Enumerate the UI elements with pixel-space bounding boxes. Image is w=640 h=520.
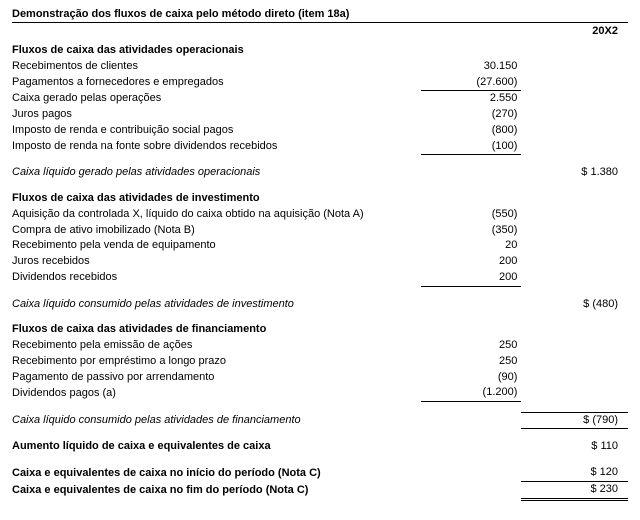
fin-row-label: Recebimento pela emissão de ações: [12, 338, 421, 354]
net-increase-label: Aumento líquido de caixa e equivalentes …: [12, 439, 421, 455]
inv-row-value: (350): [421, 223, 521, 239]
fin-subtotal-label: Caixa líquido consumido pelas atividades…: [12, 412, 421, 429]
net-increase-value: $ 110: [521, 439, 628, 455]
op-row-label: Imposto de renda e contribuição social p…: [12, 123, 421, 139]
op-row-value: 30.150: [421, 59, 521, 75]
op-row-label: Pagamentos a fornecedores e empregados: [12, 75, 421, 91]
op-row-label: Imposto de renda na fonte sobre dividend…: [12, 139, 421, 155]
fin-row-value: (1.200): [421, 385, 521, 401]
inv-row-label: Compra de ativo imobilizado (Nota B): [12, 223, 421, 239]
fin-row-label: Pagamento de passivo por arrendamento: [12, 370, 421, 386]
inv-heading: Fluxos de caixa das atividades de invest…: [12, 191, 421, 207]
op-row-label: Caixa gerado pelas operações: [12, 91, 421, 107]
cashflow-table: Fluxos de caixa das atividades operacion…: [12, 43, 628, 501]
inv-row-label: Juros recebidos: [12, 254, 421, 270]
fin-row-value: (90): [421, 370, 521, 386]
op-row-value: (27.600): [421, 75, 521, 91]
inv-row-value: 200: [421, 254, 521, 270]
fin-row-value: 250: [421, 354, 521, 370]
inv-row-value: 20: [421, 238, 521, 254]
op-row-value: 2.550: [421, 91, 521, 107]
cash-begin-value: $ 120: [521, 465, 628, 481]
op-row-label: Juros pagos: [12, 107, 421, 123]
inv-row-label: Dividendos recebidos: [12, 270, 421, 286]
fin-heading: Fluxos de caixa das atividades de financ…: [12, 322, 421, 338]
fin-row-value: 250: [421, 338, 521, 354]
fin-row-label: Recebimento por empréstimo a longo prazo: [12, 354, 421, 370]
op-row-value: (100): [421, 139, 521, 155]
year-heading: 20X2: [12, 25, 628, 37]
op-row-value: (800): [421, 123, 521, 139]
fin-subtotal-value: $ (790): [521, 412, 628, 429]
op-heading: Fluxos de caixa das atividades operacion…: [12, 43, 421, 59]
inv-row-value: 200: [421, 270, 521, 286]
cash-begin-label: Caixa e equivalentes de caixa no início …: [12, 465, 421, 481]
inv-subtotal-label: Caixa líquido consumido pelas atividades…: [12, 297, 421, 313]
op-row-value: (270): [421, 107, 521, 123]
cash-end-value: $ 230: [521, 481, 628, 499]
fin-row-label: Dividendos pagos (a): [12, 385, 421, 401]
cash-end-label: Caixa e equivalentes de caixa no fim do …: [12, 481, 421, 499]
op-subtotal-value: $ 1.380: [521, 165, 628, 181]
inv-row-label: Aquisição da controlada X, líquido do ca…: [12, 207, 421, 223]
inv-row-value: (550): [421, 207, 521, 223]
inv-subtotal-value: $ (480): [521, 297, 628, 313]
op-row-label: Recebimentos de clientes: [12, 59, 421, 75]
statement-title: Demonstração dos fluxos de caixa pelo mé…: [12, 8, 628, 23]
inv-row-label: Recebimento pela venda de equipamento: [12, 238, 421, 254]
op-subtotal-label: Caixa líquido gerado pelas atividades op…: [12, 165, 421, 181]
